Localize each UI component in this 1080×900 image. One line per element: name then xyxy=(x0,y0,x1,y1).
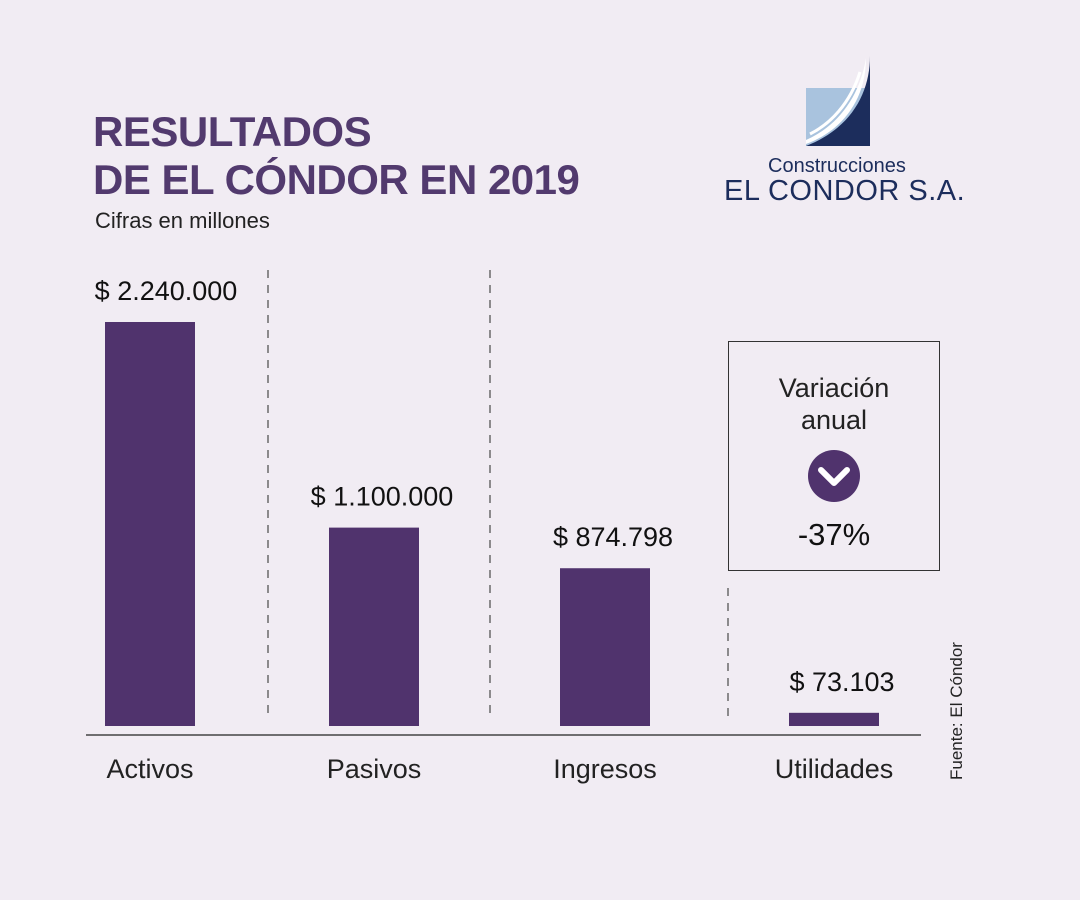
variation-label: Variación anual xyxy=(729,372,939,436)
chart-subtitle: Cifras en millones xyxy=(95,208,270,233)
logo-line-2: EL CONDOR S.A. xyxy=(724,175,966,207)
source-note: Fuente: El Cóndor xyxy=(947,642,966,780)
category-label-utilidades: Utilidades xyxy=(775,754,894,784)
variation-label-line-2: anual xyxy=(800,405,868,435)
logo-line-1: Construcciones xyxy=(768,155,906,177)
chevron-down-icon xyxy=(808,450,860,502)
data-label-utilidades: $ 73.103 xyxy=(789,667,894,697)
annual-variation-box: Variación anual -37% xyxy=(728,341,940,571)
bar-activos xyxy=(105,322,195,726)
variation-label-line-1: Variación xyxy=(778,373,890,403)
category-label-ingresos: Ingresos xyxy=(553,754,657,784)
title-line-2: DE EL CÓNDOR EN 2019 xyxy=(93,156,580,203)
variation-value: -37% xyxy=(797,517,871,552)
bar-pasivos xyxy=(329,527,419,726)
data-label-pasivos: $ 1.100.000 xyxy=(311,482,454,512)
bar-utilidades xyxy=(789,712,879,726)
title-line-1: RESULTADOS xyxy=(93,108,372,155)
chart-title: RESULTADOS DE EL CÓNDOR EN 2019 xyxy=(93,108,580,204)
data-label-ingresos: $ 874.798 xyxy=(553,522,673,552)
company-logo-icon xyxy=(806,56,870,146)
category-label-activos: Activos xyxy=(106,754,193,784)
bar-ingresos xyxy=(560,568,650,726)
data-label-activos: $ 2.240.000 xyxy=(95,276,238,306)
category-label-pasivos: Pasivos xyxy=(327,754,422,784)
